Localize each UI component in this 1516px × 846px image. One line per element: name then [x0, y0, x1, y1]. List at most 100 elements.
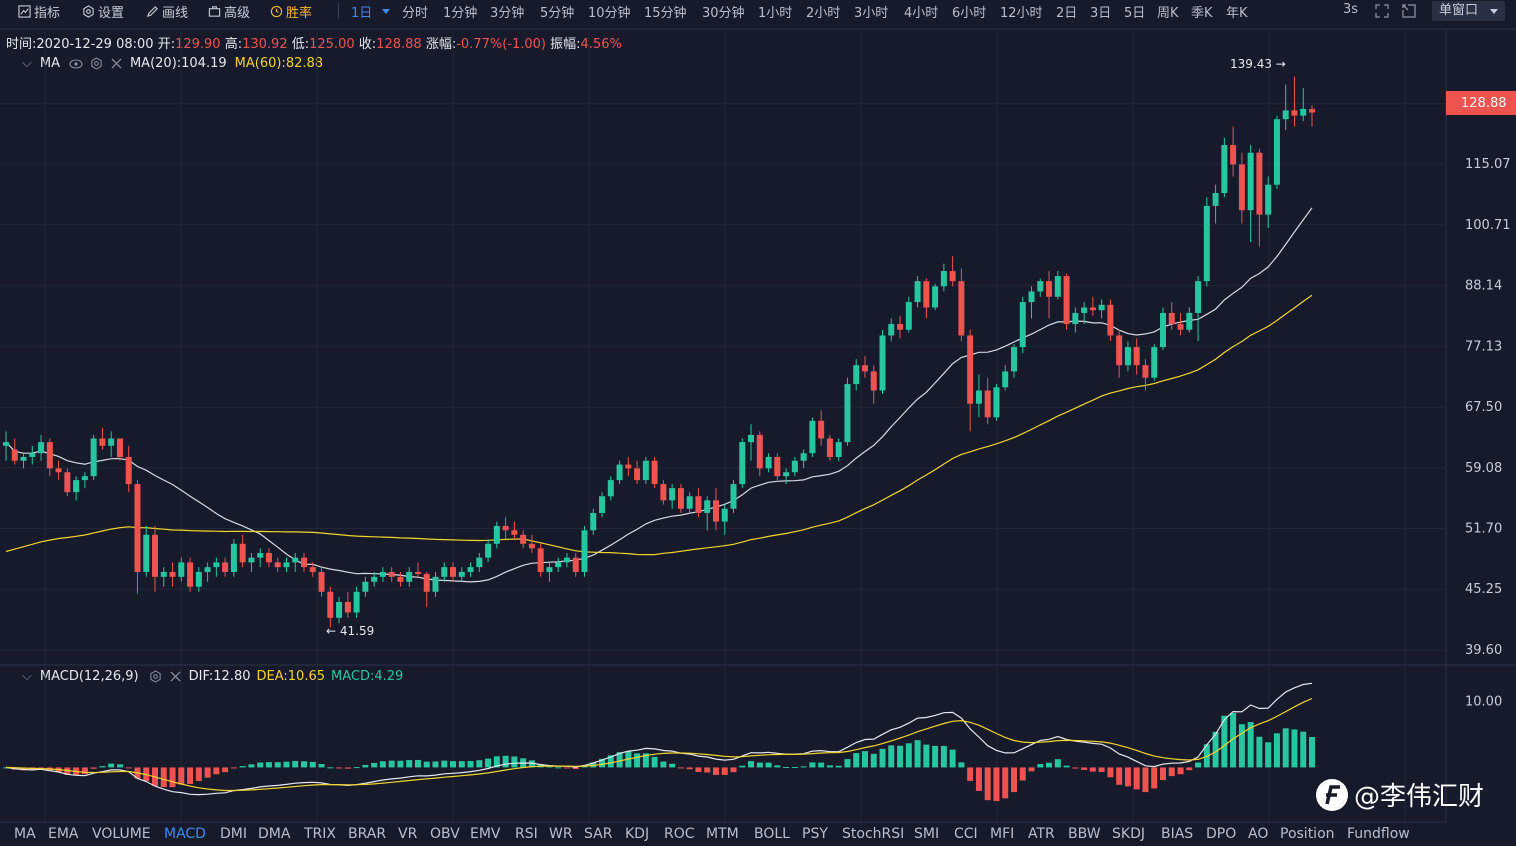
timeframe-11[interactable]: 6小时 — [952, 6, 987, 21]
timeframe-8[interactable]: 2小时 — [806, 6, 841, 21]
macd-bar — [1072, 767, 1079, 769]
refresh-interval[interactable]: 3s — [1343, 2, 1359, 17]
candle — [1195, 276, 1202, 342]
macd-bar — [563, 767, 570, 769]
timeframe-16[interactable]: 周K — [1157, 6, 1179, 21]
macd-bar — [423, 761, 430, 768]
tab-boll[interactable]: BOLL — [754, 826, 790, 842]
collapse-chevron-icon[interactable]: ⌵ — [22, 669, 32, 684]
candle — [791, 456, 798, 477]
timeframe-2[interactable]: 3分钟 — [490, 6, 525, 21]
timeframe-12[interactable]: 12小时 — [1000, 6, 1043, 21]
candle — [765, 453, 772, 473]
candle — [625, 456, 632, 477]
macd-bar — [309, 761, 316, 768]
ma20-line — [5, 207, 1313, 583]
window-mode-select[interactable]: 单窗口 — [1432, 1, 1505, 21]
macd-bar — [818, 762, 825, 768]
tab-ema[interactable]: EMA — [48, 826, 79, 842]
timeframe-4[interactable]: 10分钟 — [588, 6, 631, 21]
candle — [563, 552, 570, 568]
eye-icon[interactable] — [69, 58, 83, 70]
timeframe-1[interactable]: 1分钟 — [443, 6, 478, 21]
timeframe-17[interactable]: 季K — [1191, 6, 1213, 21]
candle — [81, 472, 88, 489]
tab-volume[interactable]: VOLUME — [92, 826, 151, 842]
candle — [686, 492, 693, 513]
tab-ma[interactable]: MA — [14, 826, 36, 842]
timeframe-6[interactable]: 30分钟 — [702, 6, 745, 21]
macd-bar — [695, 767, 702, 773]
tab-roc[interactable]: ROC — [664, 826, 695, 842]
settings-button[interactable]: 设置 — [82, 2, 124, 21]
macd-bar — [432, 761, 439, 768]
timeframe-18[interactable]: 年K — [1226, 6, 1248, 21]
tab-trix[interactable]: TRIX — [304, 826, 336, 842]
timeframe-1d[interactable]: 1日 — [351, 6, 373, 21]
gear-icon[interactable] — [149, 670, 162, 683]
timeframe-10[interactable]: 4小时 — [904, 6, 939, 21]
tab-bbw[interactable]: BBW — [1068, 826, 1101, 842]
tab-dpo[interactable]: DPO — [1206, 826, 1237, 842]
tab-cci[interactable]: CCI — [954, 826, 978, 842]
draw-button[interactable]: 画线 — [146, 2, 188, 21]
macd-bar — [99, 766, 106, 768]
candle — [248, 552, 255, 572]
tab-dma[interactable]: DMA — [258, 826, 291, 842]
tab-sar[interactable]: SAR — [584, 826, 613, 842]
candle — [485, 539, 492, 563]
close-icon[interactable] — [170, 671, 181, 682]
tab-fundflow[interactable]: Fundflow — [1347, 826, 1410, 842]
candle — [292, 552, 299, 572]
tab-skdj[interactable]: SKDJ — [1112, 826, 1145, 842]
tab-atr[interactable]: ATR — [1028, 826, 1055, 842]
gear-icon[interactable] — [90, 57, 103, 70]
timeframe-13[interactable]: 2日 — [1056, 6, 1078, 21]
close-icon[interactable] — [111, 58, 122, 69]
chevron-down-icon[interactable] — [382, 9, 390, 14]
timeframe-14[interactable]: 3日 — [1090, 6, 1112, 21]
timeframe-5[interactable]: 15分钟 — [644, 6, 687, 21]
candle — [502, 517, 509, 540]
tab-kdj[interactable]: KDJ — [625, 826, 650, 842]
tab-position[interactable]: Position — [1280, 826, 1335, 842]
timeframe-9[interactable]: 3小时 — [854, 6, 889, 21]
macd-bar — [905, 743, 912, 768]
macd-tick: 10.00 — [1465, 695, 1502, 710]
fullscreen-icon[interactable] — [1375, 4, 1389, 18]
price-axis: 131.40 115.07 100.71 88.14 77.13 67.50 59.08 51… — [1465, 97, 1511, 710]
tab-dmi[interactable]: DMI — [220, 826, 247, 842]
tab-rsi[interactable]: RSI — [515, 826, 538, 842]
collapse-chevron-icon[interactable]: ⌵ — [22, 56, 32, 71]
tab-vr[interactable]: VR — [398, 826, 418, 842]
tab-bias[interactable]: BIAS — [1161, 826, 1194, 842]
tab-mtm[interactable]: MTM — [706, 826, 739, 842]
change-value: -0.77%(-1.00) — [456, 37, 546, 52]
timeframe-7[interactable]: 1小时 — [758, 6, 793, 21]
tab-macd[interactable]: MACD — [164, 826, 206, 842]
macd-bar — [1124, 767, 1131, 787]
tab-ao[interactable]: AO — [1248, 826, 1269, 842]
timeframe-15[interactable]: 5日 — [1124, 6, 1146, 21]
macd-bar — [1247, 722, 1254, 768]
tab-psy[interactable]: PSY — [802, 826, 828, 842]
tab-obv[interactable]: OBV — [430, 826, 460, 842]
popout-icon[interactable] — [1402, 4, 1416, 18]
timeframe-3[interactable]: 5分钟 — [540, 6, 575, 21]
tab-stochrsi[interactable]: StochRSI — [842, 826, 905, 842]
indicators-button[interactable]: 指标 — [18, 2, 60, 21]
candle — [914, 276, 921, 308]
tab-wr[interactable]: WR — [549, 826, 573, 842]
advanced-button[interactable]: 高级 — [208, 2, 250, 21]
macd-bar — [195, 767, 202, 782]
candle — [371, 571, 378, 587]
winrate-button[interactable]: 胜率 — [270, 2, 312, 21]
timeframe-0[interactable]: 分时 — [402, 6, 429, 21]
candle — [406, 567, 413, 587]
tab-smi[interactable]: SMI — [914, 826, 940, 842]
tab-emv[interactable]: EMV — [470, 826, 501, 842]
price-tick: 115.07 — [1465, 157, 1511, 172]
tab-mfi[interactable]: MFI — [990, 826, 1015, 842]
tab-brar[interactable]: BRAR — [348, 826, 387, 842]
